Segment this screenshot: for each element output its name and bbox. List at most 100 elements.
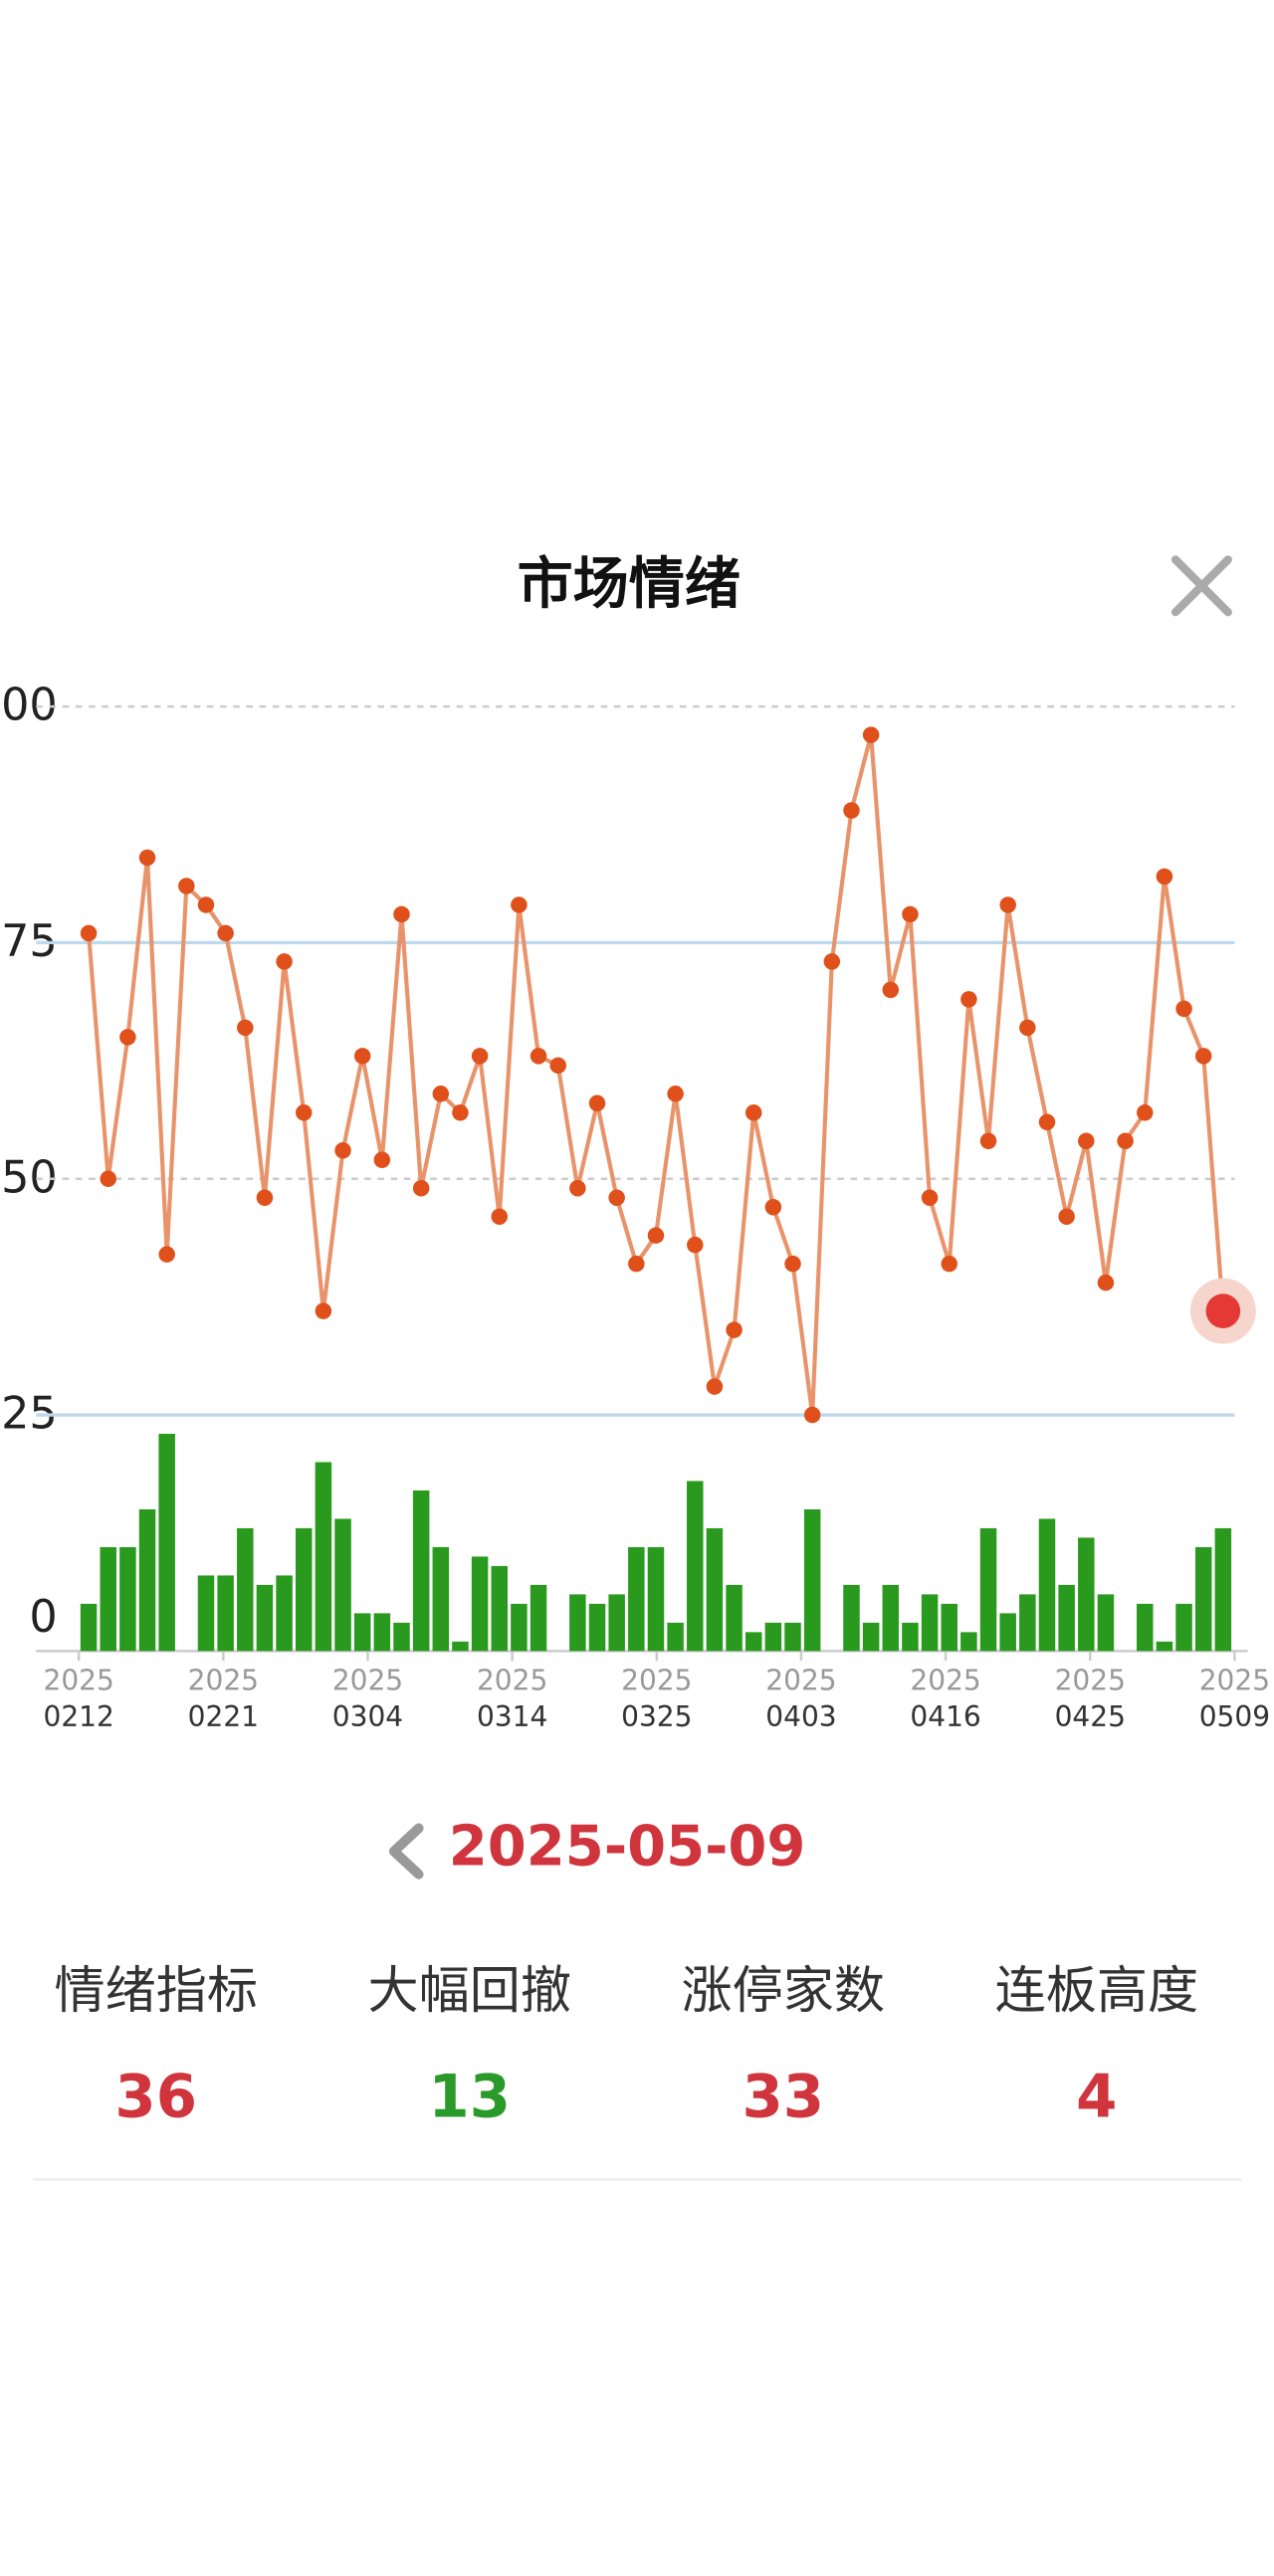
bar: [744, 1632, 762, 1652]
bar: [393, 1622, 410, 1652]
y-tick-label: 100: [0, 680, 58, 731]
y-tick-label: 0: [29, 1591, 57, 1643]
bar: [276, 1575, 293, 1652]
stat-label: 涨停家数: [682, 1962, 886, 2021]
stat-value: 13: [428, 2063, 511, 2131]
stat-label: 连板高度: [995, 1962, 1199, 2021]
point: [569, 1179, 586, 1197]
bar: [412, 1489, 430, 1652]
bar: [1156, 1641, 1173, 1652]
point: [843, 802, 860, 819]
point: [158, 1246, 175, 1263]
bar: [960, 1632, 977, 1652]
bar: [1019, 1594, 1036, 1652]
bar: [138, 1508, 156, 1652]
point: [511, 896, 528, 913]
bar: [941, 1603, 957, 1652]
point: [744, 1104, 762, 1121]
point: [960, 991, 977, 1008]
x-tick-date: 0221: [188, 1700, 259, 1733]
point: [334, 1142, 351, 1159]
point: [80, 924, 98, 942]
point: [1117, 1132, 1134, 1150]
bar: [784, 1622, 801, 1652]
point: [1194, 1048, 1212, 1065]
bar: [334, 1518, 351, 1652]
point: [1137, 1104, 1154, 1121]
x-tick-date: 0314: [477, 1700, 547, 1733]
y-tick-label: 50: [1, 1151, 58, 1203]
point: [823, 953, 841, 970]
x-tick-date: 0425: [1055, 1700, 1126, 1733]
bar: [1038, 1518, 1056, 1652]
point: [256, 1189, 274, 1206]
point: [1038, 1113, 1056, 1131]
bar: [569, 1594, 586, 1652]
stat-value: 36: [114, 2063, 197, 2131]
bar: [530, 1584, 547, 1652]
bar: [588, 1603, 606, 1652]
bar: [353, 1613, 371, 1652]
x-tick-year: 2025: [188, 1665, 259, 1697]
bar: [979, 1527, 997, 1652]
x-tick-date: 0325: [621, 1700, 692, 1733]
close-icon-stroke: [1170, 555, 1232, 617]
point: [412, 1179, 430, 1197]
point: [393, 905, 410, 923]
point: [1097, 1274, 1115, 1291]
point: [549, 1057, 566, 1075]
point: [999, 896, 1016, 913]
bar: [295, 1527, 313, 1652]
point: [197, 896, 215, 913]
x-tick-year: 2025: [1055, 1665, 1126, 1697]
point: [1175, 1000, 1192, 1018]
point: [315, 1302, 332, 1319]
bar: [315, 1462, 332, 1652]
bar: [80, 1603, 98, 1652]
bar: [862, 1622, 880, 1652]
bar: [1078, 1537, 1095, 1652]
bar: [432, 1546, 450, 1652]
point: [784, 1255, 801, 1273]
point: [862, 726, 880, 743]
point: [882, 981, 900, 999]
point: [628, 1255, 645, 1273]
bar: [197, 1575, 215, 1652]
close-button[interactable]: [1170, 555, 1232, 617]
point: [803, 1406, 821, 1424]
point: [119, 1029, 136, 1046]
x-tick-year: 2025: [910, 1665, 980, 1697]
bar: [1058, 1584, 1075, 1652]
point: [1078, 1132, 1095, 1150]
point: [1156, 868, 1173, 886]
bar: [667, 1622, 684, 1652]
point: [276, 953, 293, 970]
bar: [921, 1594, 939, 1652]
point: [530, 1048, 547, 1065]
x-tick-year: 2025: [765, 1665, 836, 1697]
point: [667, 1086, 684, 1102]
x-tick-year: 2025: [1199, 1665, 1270, 1697]
bar: [706, 1527, 724, 1652]
x-tick-year: 2025: [44, 1665, 114, 1697]
bar: [647, 1546, 665, 1652]
stat-value: 33: [742, 2063, 824, 2131]
bar: [491, 1565, 509, 1652]
bar: [882, 1584, 900, 1652]
bar: [511, 1603, 528, 1652]
bar: [764, 1622, 782, 1652]
point: [941, 1255, 957, 1273]
stat-label: 大幅回撤: [367, 1962, 571, 2021]
point: [902, 905, 919, 923]
point: [921, 1189, 939, 1206]
point: [432, 1086, 450, 1102]
point: [687, 1236, 704, 1254]
stat-value: 4: [1076, 2063, 1117, 2131]
bar: [373, 1613, 391, 1652]
bar: [726, 1584, 743, 1652]
bar: [1097, 1594, 1115, 1652]
prev-date-button[interactable]: [388, 1823, 424, 1880]
point: [237, 1019, 254, 1037]
